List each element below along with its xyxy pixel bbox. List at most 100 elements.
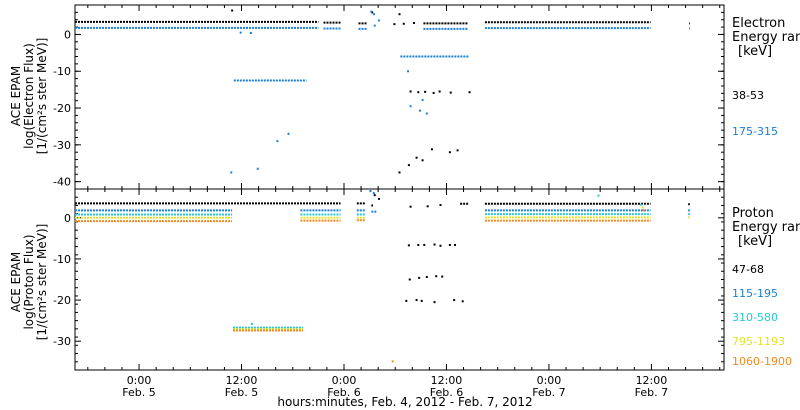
electron-ytick-label: -40: [53, 176, 71, 189]
proton-panel: 0 -10 -20 -30 ACE EPAM log(Proton Flux) [1/…: [9, 188, 800, 371]
electron-ylabel-line3: [1/(cm²s ster MeV)]: [35, 38, 49, 155]
electron-ytick-label: 0: [64, 28, 71, 41]
electron-ytick-label: -20: [53, 102, 71, 115]
electron-series-175-315-point: [287, 132, 290, 135]
electron-series-38-53-point: [409, 90, 412, 93]
proton-series-47-68-point: [408, 278, 411, 281]
proton-series-795-1193-point: [641, 206, 644, 209]
proton-series-310-580-point: [640, 203, 643, 206]
electron-legend-subtitle: Energy ran: [732, 30, 800, 45]
legend-proton-1060-1900: 1060-1900: [732, 355, 792, 368]
electron-series-38-53-point: [415, 156, 418, 159]
electron-series-175-315-point: [239, 31, 242, 34]
xtick-label-time: 0:00: [332, 374, 357, 387]
proton-series-47-68-point: [425, 276, 428, 279]
electron-series-175-315-point: [425, 112, 428, 115]
electron-series-38-53-point: [449, 91, 452, 94]
proton-series-47-68-point: [378, 197, 381, 200]
proton-series-47-68-point: [417, 243, 420, 246]
proton-series-47-68-point: [441, 275, 444, 278]
electron-ylabel-line2: log(Electron Flux): [22, 43, 36, 149]
electron-series-38-53-point: [432, 91, 435, 94]
proton-series-47-68-point: [420, 299, 423, 302]
electron-series-38-53-point: [393, 23, 396, 26]
electron-series-175-315-point: [407, 70, 410, 73]
proton-series-115-195-point: [372, 192, 375, 195]
proton-legend-unit: [keV]: [738, 234, 772, 249]
electron-series-38-53-point: [407, 164, 410, 167]
electron-series-175-315-point: [378, 19, 381, 22]
proton-series-47-68-point: [373, 194, 376, 197]
proton-series-47-68-point: [415, 299, 418, 302]
electron-series-175-315-point: [418, 109, 421, 112]
proton-series-310-580-point: [250, 322, 253, 325]
proton-series-47-68-point: [405, 299, 408, 302]
electron-series-38-53-point: [398, 171, 401, 174]
proton-legend-title: Proton: [732, 206, 774, 221]
xtick-label-time: 0:00: [127, 374, 152, 387]
electron-series-38-53-point: [398, 13, 401, 16]
proton-series-47-68-point: [423, 243, 426, 246]
proton-ytick-label: -30: [53, 335, 71, 348]
electron-series-38-53-point: [413, 22, 416, 25]
electron-series-38-53-point: [448, 151, 451, 154]
electron-ytick-label: -10: [53, 65, 71, 78]
electron-series-175-315-point: [230, 171, 233, 174]
electron-plot-frame: [74, 4, 725, 190]
electron-series-38-53-point: [438, 90, 441, 93]
electron-series-175-315-point: [370, 10, 373, 13]
xtick-label-time: 12:00: [226, 374, 258, 387]
electron-series-38-53-point: [231, 9, 234, 12]
xtick-label-time: 12:00: [636, 374, 668, 387]
legend-electron-175-315: 175-315: [732, 125, 778, 138]
electron-data: [75, 9, 690, 174]
proton-series-47-68-point: [433, 301, 436, 304]
electron-series-38-53-point: [430, 148, 433, 151]
xtick-label-date: Feb. 7: [532, 386, 565, 399]
proton-series-1060-1900-point: [391, 360, 394, 363]
legend-proton-795-1193: 795-1193: [732, 335, 785, 348]
proton-series-47-68-point: [461, 300, 464, 303]
xtick-label-date: Feb. 7: [635, 386, 668, 399]
electron-series-175-315-point: [373, 24, 376, 27]
proton-series-47-68-point: [448, 243, 451, 246]
electron-legend-title: Electron: [732, 16, 785, 31]
proton-series-47-68-point: [439, 204, 442, 207]
electron-series-175-315-point: [421, 98, 424, 101]
proton-series-47-68-point: [407, 244, 410, 247]
proton-ylabel-line1: ACE EPAM: [9, 252, 23, 312]
xtick-label-date: Feb. 5: [122, 386, 155, 399]
proton-legend-subtitle: Energy ran: [732, 220, 800, 235]
xtick-label-date: Feb. 5: [225, 386, 258, 399]
electron-legend-unit: [keV]: [738, 44, 772, 59]
electron-ylabel-line1: ACE EPAM: [9, 66, 23, 126]
legend-proton-47-68: 47-68: [732, 263, 764, 276]
proton-series-47-68-point: [439, 244, 442, 247]
proton-series-1060-1900-point: [642, 209, 645, 212]
proton-ylabel-line2: log(Proton Flux): [22, 234, 36, 329]
xtick-label-time: 0:00: [537, 374, 562, 387]
proton-series-310-580-point: [597, 194, 600, 197]
proton-series-47-68-point: [435, 275, 438, 278]
xtick-label-time: 12:00: [431, 374, 463, 387]
proton-series-47-68-point: [453, 299, 456, 302]
electron-ytick-label: -30: [53, 139, 71, 152]
legend-electron-38-53: 38-53: [732, 89, 764, 102]
electron-series-175-315-point: [256, 167, 259, 170]
electron-series-38-53-point: [402, 22, 405, 25]
electron-series-38-53-point: [424, 90, 427, 93]
electron-series-175-315-point: [372, 13, 375, 16]
electron-series-175-315-point: [409, 105, 412, 108]
proton-ytick-label: -20: [53, 294, 71, 307]
proton-series-47-68-point: [418, 276, 421, 279]
proton-series-47-68-point: [409, 205, 412, 208]
electron-series-38-53-point: [456, 149, 459, 152]
proton-series-47-68-point: [454, 243, 457, 246]
proton-ytick-label: -10: [53, 253, 71, 266]
electron-series-38-53-point: [468, 91, 471, 94]
legend-proton-310-580: 310-580: [732, 311, 778, 324]
proton-ylabel-line3: [1/(cm²s ster MeV)]: [35, 224, 49, 341]
electron-series-38-53-point: [417, 91, 420, 94]
proton-ytick-label: 0: [64, 212, 71, 225]
